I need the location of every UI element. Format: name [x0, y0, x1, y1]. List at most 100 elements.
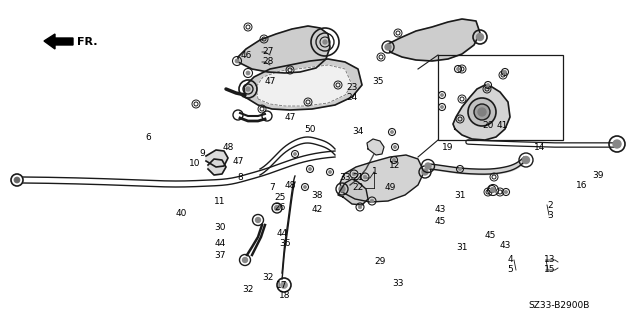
Text: 44: 44 [214, 240, 226, 249]
Circle shape [440, 106, 444, 109]
Circle shape [613, 140, 621, 148]
Text: 47: 47 [284, 113, 296, 121]
Text: 16: 16 [576, 180, 588, 190]
Text: 9: 9 [199, 148, 205, 158]
Circle shape [243, 257, 248, 262]
Circle shape [246, 87, 250, 91]
Circle shape [456, 68, 460, 71]
Circle shape [358, 205, 362, 209]
Circle shape [490, 187, 493, 191]
Text: 20: 20 [483, 120, 493, 130]
Text: 33: 33 [339, 173, 351, 183]
Text: 27: 27 [262, 48, 274, 56]
Text: 23: 23 [346, 83, 358, 93]
Text: 1: 1 [372, 167, 378, 177]
Text: 33: 33 [392, 280, 404, 288]
Circle shape [293, 152, 296, 156]
Polygon shape [453, 85, 510, 140]
Circle shape [385, 44, 391, 50]
Text: 45: 45 [435, 217, 445, 227]
Text: 47: 47 [232, 158, 244, 166]
Text: 30: 30 [214, 223, 226, 232]
Text: 26: 26 [275, 204, 285, 212]
Text: 41: 41 [496, 120, 508, 130]
Text: 36: 36 [279, 240, 291, 249]
Text: 43: 43 [435, 205, 445, 215]
Circle shape [504, 70, 507, 74]
Circle shape [522, 157, 529, 164]
Circle shape [486, 83, 490, 87]
Text: 35: 35 [372, 77, 384, 87]
Text: 3: 3 [547, 210, 553, 219]
Text: 8: 8 [237, 173, 243, 183]
Text: 4: 4 [507, 256, 513, 264]
Polygon shape [238, 26, 330, 73]
Polygon shape [244, 59, 362, 110]
Text: 17: 17 [276, 281, 288, 289]
Text: 39: 39 [592, 171, 604, 179]
Text: 42: 42 [312, 205, 323, 215]
Text: 15: 15 [544, 266, 556, 275]
Text: 2: 2 [547, 200, 553, 210]
Circle shape [280, 281, 287, 288]
Text: 28: 28 [262, 57, 274, 67]
Circle shape [364, 175, 367, 179]
Text: 45: 45 [484, 230, 496, 240]
Text: FR.: FR. [77, 37, 97, 47]
Circle shape [308, 167, 312, 171]
Text: 18: 18 [279, 290, 291, 300]
Circle shape [478, 108, 486, 116]
Bar [438, 55, 563, 140]
Text: 38: 38 [311, 191, 323, 199]
Circle shape [246, 71, 250, 75]
Circle shape [323, 40, 327, 44]
Text: 37: 37 [214, 251, 226, 261]
Circle shape [474, 104, 490, 120]
Text: 34: 34 [352, 127, 364, 137]
Circle shape [352, 172, 356, 176]
Circle shape [303, 185, 307, 189]
Circle shape [275, 205, 280, 210]
Circle shape [390, 130, 394, 133]
Circle shape [477, 34, 483, 41]
Circle shape [422, 169, 428, 175]
Text: 10: 10 [189, 158, 201, 167]
Text: 31: 31 [456, 243, 468, 253]
Circle shape [490, 188, 495, 192]
Text: 13: 13 [544, 256, 556, 264]
Text: 43: 43 [499, 241, 511, 249]
Circle shape [14, 177, 20, 183]
Text: 21: 21 [352, 173, 364, 183]
Text: 25: 25 [275, 193, 285, 203]
Polygon shape [338, 179, 368, 205]
Text: 49: 49 [384, 184, 396, 192]
Text: 48: 48 [284, 180, 296, 190]
Text: 44: 44 [276, 229, 287, 237]
Text: 14: 14 [534, 144, 546, 152]
Polygon shape [208, 159, 226, 175]
Circle shape [504, 191, 508, 194]
Circle shape [468, 98, 496, 126]
Polygon shape [367, 139, 384, 155]
Polygon shape [206, 150, 228, 167]
Polygon shape [388, 19, 480, 61]
Text: 46: 46 [240, 50, 252, 60]
Text: 48: 48 [222, 144, 234, 152]
Text: 24: 24 [346, 94, 358, 102]
Circle shape [458, 167, 461, 171]
Circle shape [235, 59, 239, 63]
Text: 40: 40 [175, 209, 187, 217]
Circle shape [394, 146, 397, 149]
Circle shape [370, 199, 374, 203]
Text: 32: 32 [262, 274, 274, 282]
Polygon shape [340, 155, 424, 202]
Circle shape [328, 171, 332, 174]
Circle shape [425, 163, 431, 169]
Text: 7: 7 [269, 184, 275, 192]
Text: 50: 50 [304, 126, 316, 134]
Text: 47: 47 [264, 77, 276, 87]
Text: 11: 11 [214, 197, 226, 206]
Text: 32: 32 [243, 286, 253, 294]
Circle shape [440, 94, 444, 97]
Text: 31: 31 [454, 191, 466, 199]
